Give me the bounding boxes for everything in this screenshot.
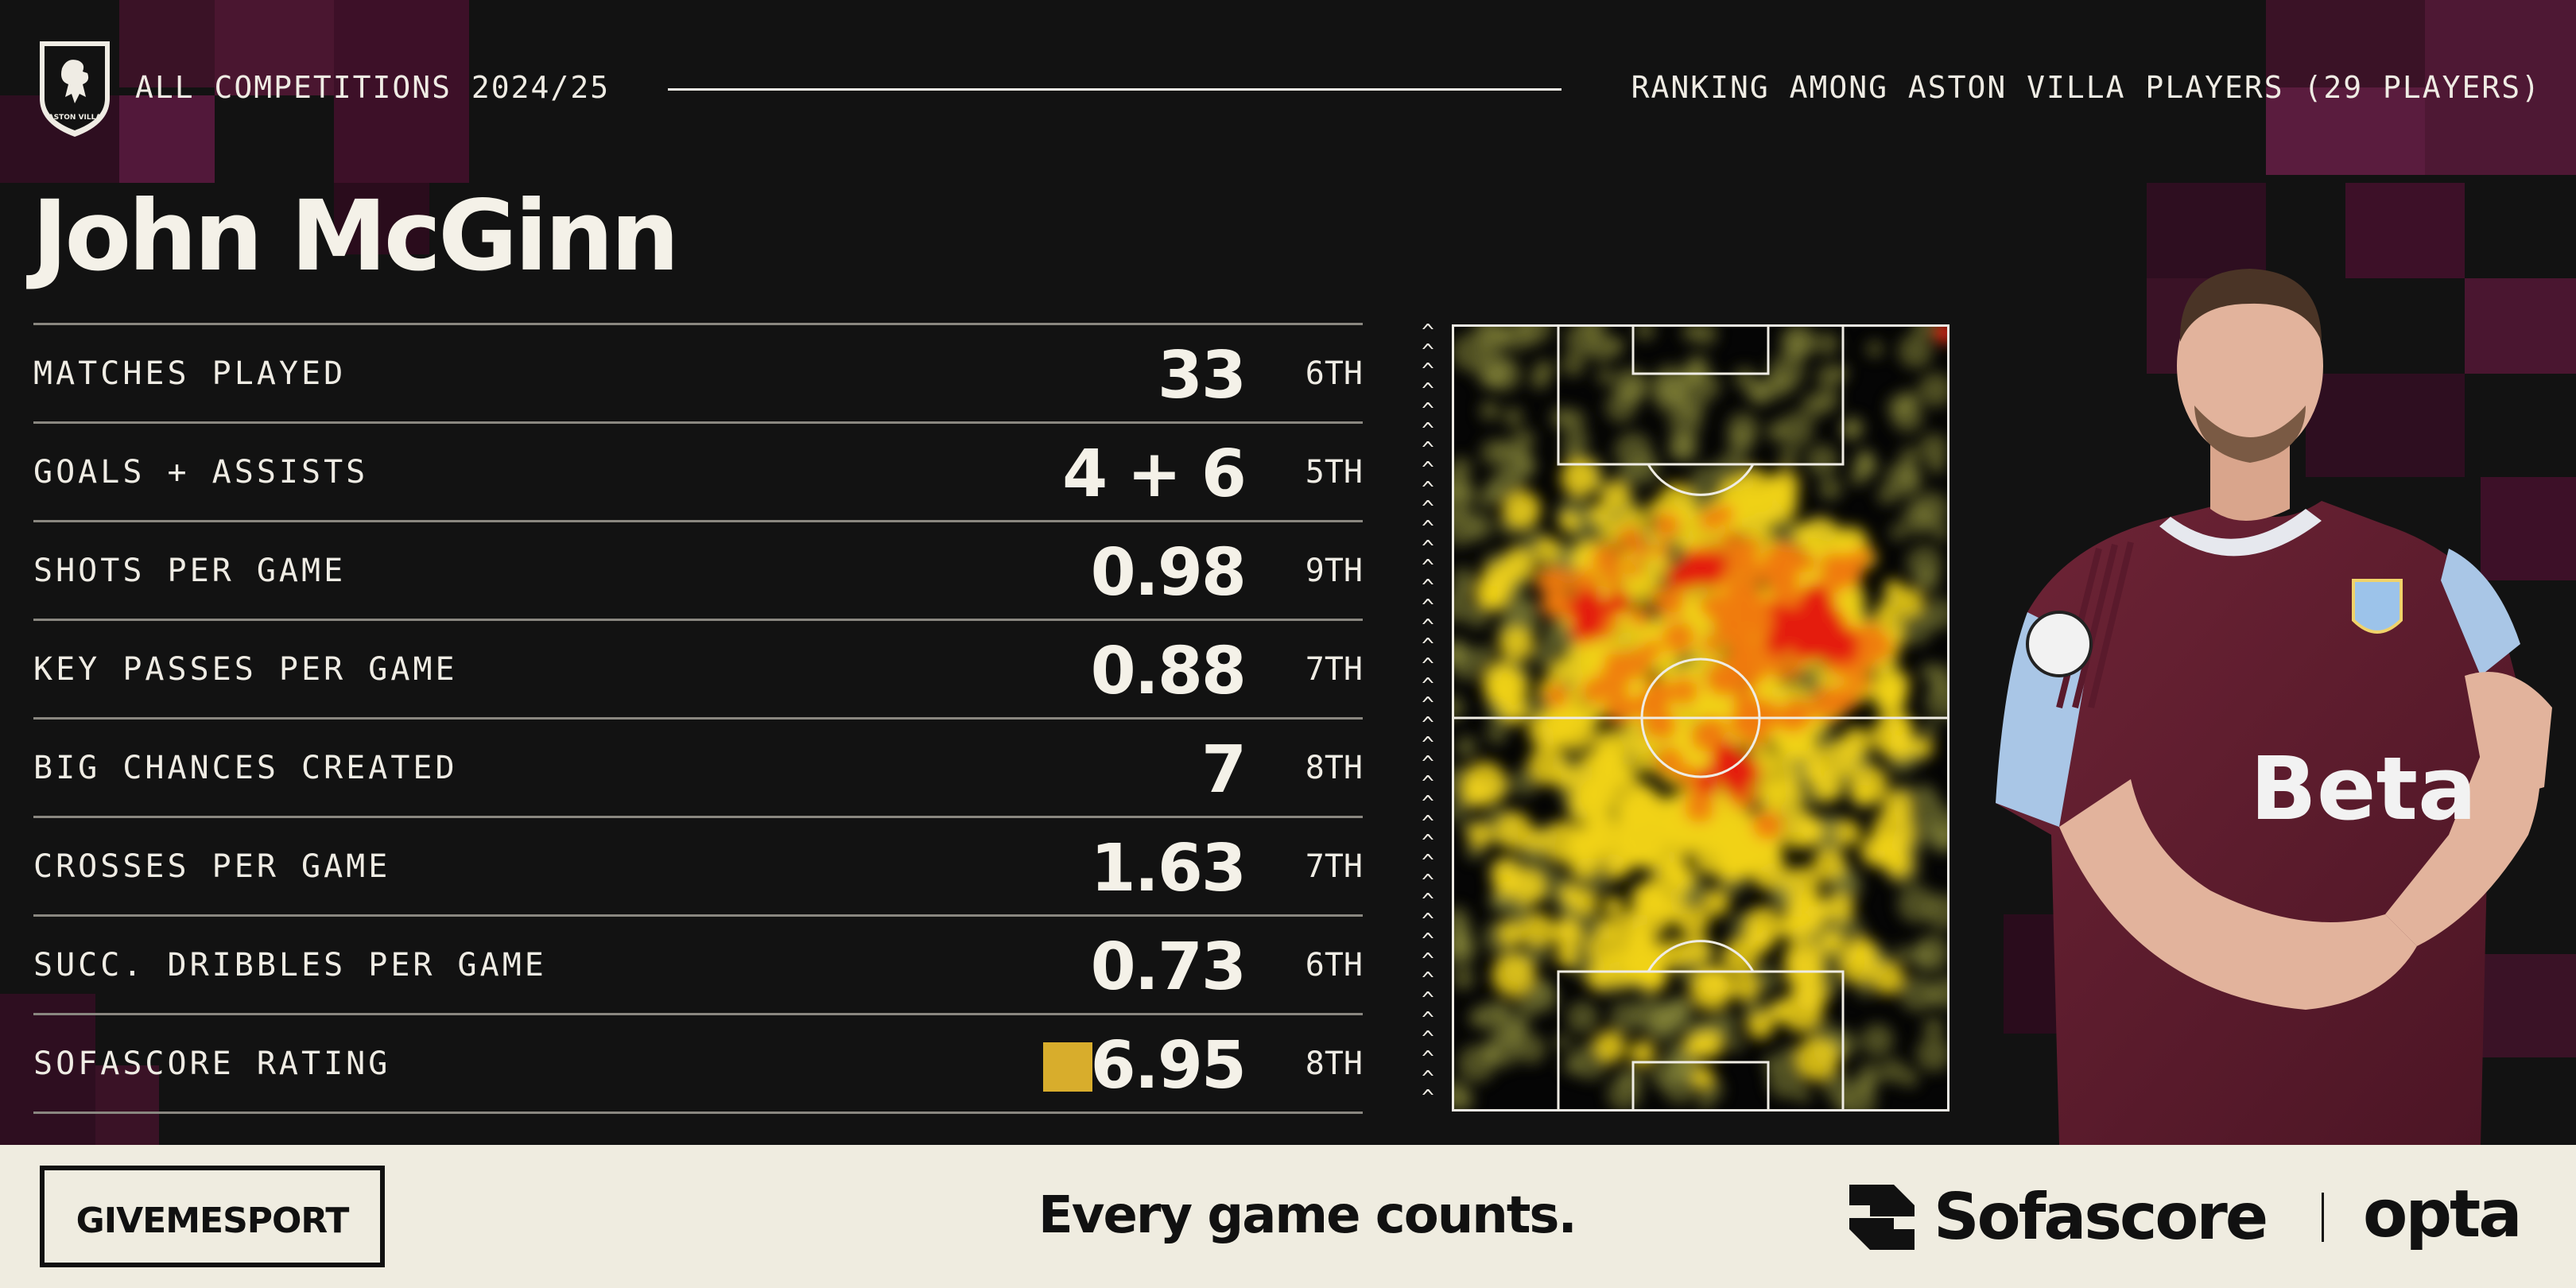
stat-value: 4 + 6: [1062, 436, 1247, 512]
pixel-block: [334, 183, 429, 254]
attack-direction-arrows: ^ ^ ^ ^ ^ ^ ^ ^ ^ ^ ^ ^ ^ ^ ^ ^ ^ ^ ^ ^ …: [1422, 320, 1434, 1111]
stat-label: MATCHES PLAYED: [33, 355, 347, 392]
stat-rank: 9TH: [1305, 553, 1363, 589]
stat-value: 0.73: [1090, 929, 1247, 1005]
shirt-sponsor: Beta: [2250, 738, 2477, 840]
stat-rank: 8TH: [1305, 1046, 1363, 1082]
pixel-block: [2306, 374, 2465, 477]
club-crest-icon: [2352, 579, 2403, 634]
stat-row-matches-played: MATCHES PLAYED 33 6TH: [33, 323, 1363, 421]
player-photo: Beta: [1996, 269, 2552, 1145]
stat-row-key-passes: KEY PASSES PER GAME 0.88 7TH: [33, 619, 1363, 717]
pixel-block: [119, 95, 215, 183]
tagline: Every game counts.: [1038, 1186, 1577, 1245]
champions-league-badge-icon: [2026, 611, 2093, 677]
stat-label: GOALS + ASSISTS: [33, 454, 369, 491]
sofascore-logo-icon: [1849, 1185, 1915, 1250]
pixel-block: [2425, 0, 2576, 175]
ranking-note: RANKING AMONG ASTON VILLA PLAYERS (29 PL…: [1631, 70, 2541, 105]
stat-value: 7: [1201, 732, 1247, 808]
givemesport-logo: GIVEMESPORT: [40, 1166, 385, 1267]
stat-rank: 7TH: [1305, 848, 1363, 885]
stat-row-shots-per-game: SHOTS PER GAME 0.98 9TH: [33, 520, 1363, 619]
pixel-block: [2465, 278, 2576, 374]
givemesport-logo-text: GIVEMESPORT: [76, 1201, 350, 1241]
header-divider: [668, 88, 1562, 91]
pixel-block: [2266, 87, 2425, 175]
stat-row-dribbles: SUCC. DRIBBLES PER GAME 0.73 6TH: [33, 914, 1363, 1013]
sofascore-wordmark: Sofascore: [1934, 1180, 2268, 1254]
stat-label: BIG CHANCES CREATED: [33, 750, 458, 786]
svg-text:ASTON VILLA: ASTON VILLA: [48, 114, 102, 122]
stat-label: CROSSES PER GAME: [33, 848, 391, 885]
pixel-block: [2481, 477, 2576, 580]
stat-rank: 6TH: [1305, 947, 1363, 983]
stat-label: SHOTS PER GAME: [33, 553, 347, 589]
pixel-block: [2147, 183, 2266, 278]
pixel-block: [95, 1065, 159, 1145]
stat-rank: 8TH: [1305, 750, 1363, 786]
stat-label: SOFASCORE RATING: [33, 1046, 391, 1082]
aston-villa-crest-icon: ASTON VILLA: [40, 41, 110, 137]
stat-row-crosses: CROSSES PER GAME 1.63 7TH: [33, 816, 1363, 914]
stat-label: SUCC. DRIBBLES PER GAME: [33, 947, 547, 983]
stat-value: 6.95: [1090, 1028, 1247, 1104]
heatmap-pitch: [1452, 324, 1949, 1111]
stat-rank: 7TH: [1305, 651, 1363, 688]
player-name: John McGinn: [32, 180, 680, 293]
pixel-block: [2266, 0, 2425, 87]
stat-value: 1.63: [1090, 831, 1247, 906]
stat-rank: 6TH: [1305, 355, 1363, 392]
stat-value: 0.88: [1090, 634, 1247, 709]
stat-label: KEY PASSES PER GAME: [33, 651, 458, 688]
rating-color-badge: [1043, 1042, 1092, 1092]
pixel-block: [119, 0, 215, 87]
opta-wordmark: opta: [2363, 1177, 2523, 1252]
stat-value: 0.98: [1090, 535, 1247, 611]
stat-rank: 5TH: [1305, 454, 1363, 491]
stat-row-big-chances: BIG CHANCES CREATED 7 8TH: [33, 717, 1363, 816]
stats-table: MATCHES PLAYED 33 6TH GOALS + ASSISTS 4 …: [33, 323, 1363, 1114]
pitch-markings: [1452, 324, 1949, 1111]
footer-bar: GIVEMESPORT Every game counts. Sofascore…: [0, 1145, 2576, 1288]
pixel-block: [215, 0, 334, 95]
footer-divider: [2322, 1193, 2324, 1242]
stat-value: 33: [1157, 338, 1247, 413]
competition-label: ALL COMPETITIONS 2024/25: [135, 70, 611, 105]
pixel-block: [2345, 183, 2465, 278]
pixel-block: [334, 0, 469, 183]
pixel-block: [0, 994, 95, 1145]
stat-row-sofascore-rating: SOFASCORE RATING 6.95 8TH: [33, 1013, 1363, 1114]
stat-row-goals-assists: GOALS + ASSISTS 4 + 6 5TH: [33, 421, 1363, 520]
